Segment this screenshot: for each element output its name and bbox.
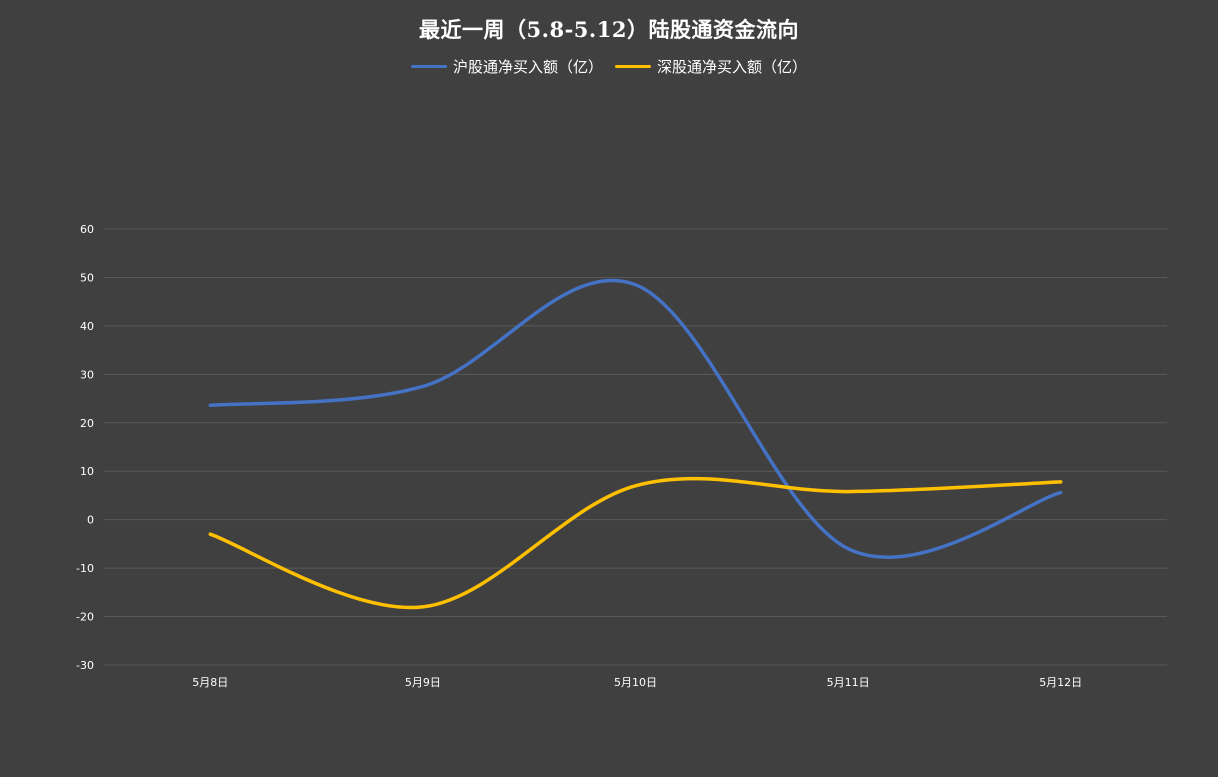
x-tick-label: 5月11日 bbox=[827, 676, 870, 689]
x-axis: 5月8日 5月9日 5月10日 5月11日 5月12日 bbox=[192, 676, 1082, 689]
legend-item-sz[interactable]: 深股通净买入额（亿） bbox=[615, 56, 807, 77]
y-tick-label: 40 bbox=[80, 320, 94, 333]
y-axis: 60 50 40 30 20 10 0 -10 -20 -30 bbox=[76, 223, 94, 672]
y-tick-label: 30 bbox=[80, 368, 94, 381]
data-point[interactable] bbox=[208, 403, 212, 407]
y-tick-label: -10 bbox=[76, 562, 94, 575]
y-tick-label: 20 bbox=[80, 417, 94, 430]
x-tick-label: 5月9日 bbox=[405, 676, 441, 689]
data-point[interactable] bbox=[634, 484, 637, 488]
data-point[interactable] bbox=[634, 283, 637, 287]
legend-label-sz: 深股通净买入额（亿） bbox=[657, 58, 808, 76]
y-tick-label: -20 bbox=[76, 611, 94, 624]
legend-label-sh: 沪股通净买入额（亿） bbox=[452, 58, 603, 76]
y-tick-label: 0 bbox=[87, 514, 94, 527]
x-tick-label: 5月10日 bbox=[614, 676, 657, 689]
y-tick-label: -30 bbox=[76, 659, 94, 672]
y-tick-label: 50 bbox=[80, 271, 94, 284]
gridlines bbox=[104, 228, 1167, 666]
data-point[interactable] bbox=[208, 532, 212, 536]
data-point[interactable] bbox=[846, 490, 850, 494]
x-tick-label: 5月12日 bbox=[1039, 676, 1082, 689]
legend-item-sh[interactable]: 沪股通净买入额（亿） bbox=[410, 56, 603, 77]
legend-swatch-sh bbox=[410, 65, 447, 68]
y-tick-label: 60 bbox=[80, 223, 94, 236]
data-point[interactable] bbox=[421, 384, 425, 388]
chart-legend: 沪股通净买入额（亿） 深股通净买入额（亿） bbox=[0, 56, 1218, 77]
y-tick-label: 10 bbox=[80, 465, 94, 478]
data-point[interactable] bbox=[421, 605, 425, 609]
series-line-sh[interactable] bbox=[208, 278, 1063, 559]
chart-title: 最近一周（5.8-5.12）陆股通资金流向 bbox=[419, 17, 799, 42]
legend-swatch-sz bbox=[615, 65, 651, 68]
data-point[interactable] bbox=[1059, 480, 1063, 484]
data-point[interactable] bbox=[846, 547, 850, 551]
data-point[interactable] bbox=[1059, 491, 1063, 495]
series-lines bbox=[208, 278, 1063, 610]
x-tick-label: 5月8日 bbox=[192, 676, 228, 689]
series-line-sz[interactable] bbox=[208, 476, 1063, 610]
